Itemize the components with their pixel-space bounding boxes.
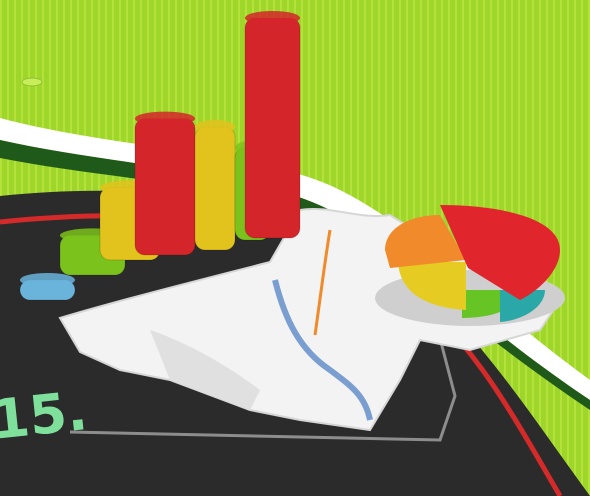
pie-slice-orange: [385, 215, 466, 268]
dark-green-swoosh: [0, 140, 590, 410]
bar-front: [134, 118, 196, 256]
bar-group: [19, 11, 301, 301]
pie-slice-yellow: [398, 262, 466, 310]
stripe: [588, 0, 590, 496]
orange-drip: [313, 229, 332, 336]
bar-7: [244, 11, 301, 239]
water-drop: [21, 77, 43, 87]
pie-slice-red: [440, 205, 560, 300]
corner-number: 15.: [0, 379, 90, 452]
bar-top: [135, 111, 195, 126]
grey-line: [69, 299, 457, 442]
bar-top: [20, 273, 75, 287]
paper-fold: [150, 330, 260, 410]
stripe: [567, 0, 569, 496]
stripe: [574, 0, 576, 496]
bar-front: [194, 126, 236, 251]
bar-1: [19, 273, 76, 301]
pie-chart: [375, 205, 565, 326]
bar-4: [134, 111, 196, 256]
bar-front: [244, 17, 301, 239]
bar-top: [195, 119, 235, 134]
pie-slice-teal: [500, 290, 545, 322]
bar-5: [194, 119, 236, 251]
bar-top: [245, 11, 300, 25]
stripe: [560, 0, 562, 496]
blue-drip: [272, 279, 373, 421]
stripe: [581, 0, 583, 496]
